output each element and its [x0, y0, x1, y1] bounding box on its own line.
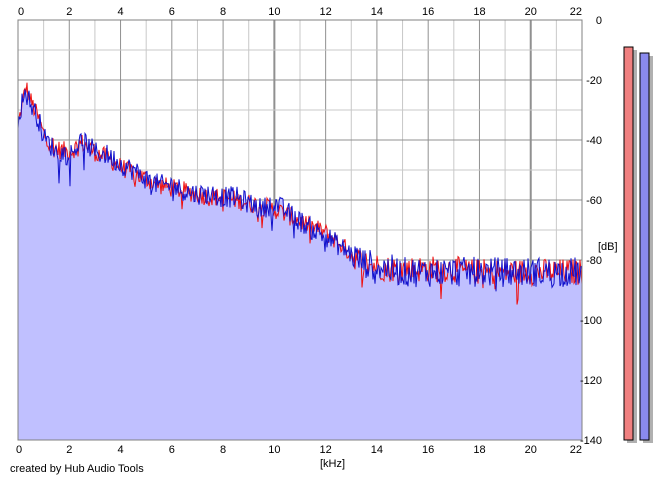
y-axis-ticks: 0 -20 -40 -60 -80 -100 -120 -140: [580, 15, 602, 447]
x-tick-label-bottom: 4: [117, 444, 123, 456]
x-tick-label-top: 18: [473, 6, 485, 18]
y-tick-label: -40: [586, 135, 602, 147]
x-tick-label-bottom: 6: [169, 444, 175, 456]
x-tick-label-top: 8: [220, 6, 226, 18]
x-tick-label-bottom: 12: [320, 444, 332, 456]
x-tick-label-top: 4: [117, 6, 123, 18]
x-tick-label-top: 20: [525, 6, 537, 18]
x-axis-top-ticks: 0 2 4 6 8 10 12 14 16 18 20 22: [18, 6, 582, 18]
x-tick-label-top: 6: [169, 6, 175, 18]
x-tick-label-bottom: 22: [570, 444, 582, 456]
spectrum-fill-layer: [18, 82, 582, 440]
x-axis-label: [kHz]: [320, 458, 345, 470]
level-meter-right: [639, 52, 650, 441]
level-meter-left: [623, 46, 634, 441]
x-tick-label-bottom: 20: [525, 444, 537, 456]
x-tick-label-bottom: 8: [220, 444, 226, 456]
x-tick-label-bottom: 10: [268, 444, 280, 456]
y-tick-label: -100: [580, 315, 602, 327]
x-tick-label-bottom: 0: [16, 444, 22, 456]
y-axis-label: [dB]: [598, 241, 618, 253]
credit-text: created by Hub Audio Tools: [10, 463, 144, 475]
x-tick-label-bottom: 14: [371, 444, 383, 456]
plot-frame: [17, 19, 583, 441]
y-tick-label: -60: [586, 195, 602, 207]
x-tick-label-bottom: 16: [422, 444, 434, 456]
x-tick-label-bottom: 18: [473, 444, 485, 456]
y-tick-label: -140: [580, 435, 602, 447]
series-line-right-channel: [17, 89, 583, 292]
y-tick-label: 0: [596, 15, 602, 27]
y-tick-label: -80: [586, 255, 602, 267]
y-tick-label: -20: [586, 75, 602, 87]
x-axis-bottom-ticks: 0 2 4 6 8 10 12 14 16 18 20 22: [16, 444, 582, 456]
x-tick-label-top: 22: [570, 6, 582, 18]
x-tick-label-top: 14: [371, 6, 383, 18]
x-tick-label-top: 16: [422, 6, 434, 18]
x-tick-label-top: 0: [18, 6, 24, 18]
x-tick-label-bottom: 2: [66, 444, 72, 456]
x-tick-label-top: 10: [268, 6, 280, 18]
y-tick-label: -120: [580, 375, 602, 387]
level-meters: [623, 46, 653, 443]
x-tick-label-top: 2: [66, 6, 72, 18]
spectrum-fill-area: [18, 82, 582, 440]
x-tick-label-top: 12: [320, 6, 332, 18]
spectrum-series-layer: [17, 82, 583, 305]
